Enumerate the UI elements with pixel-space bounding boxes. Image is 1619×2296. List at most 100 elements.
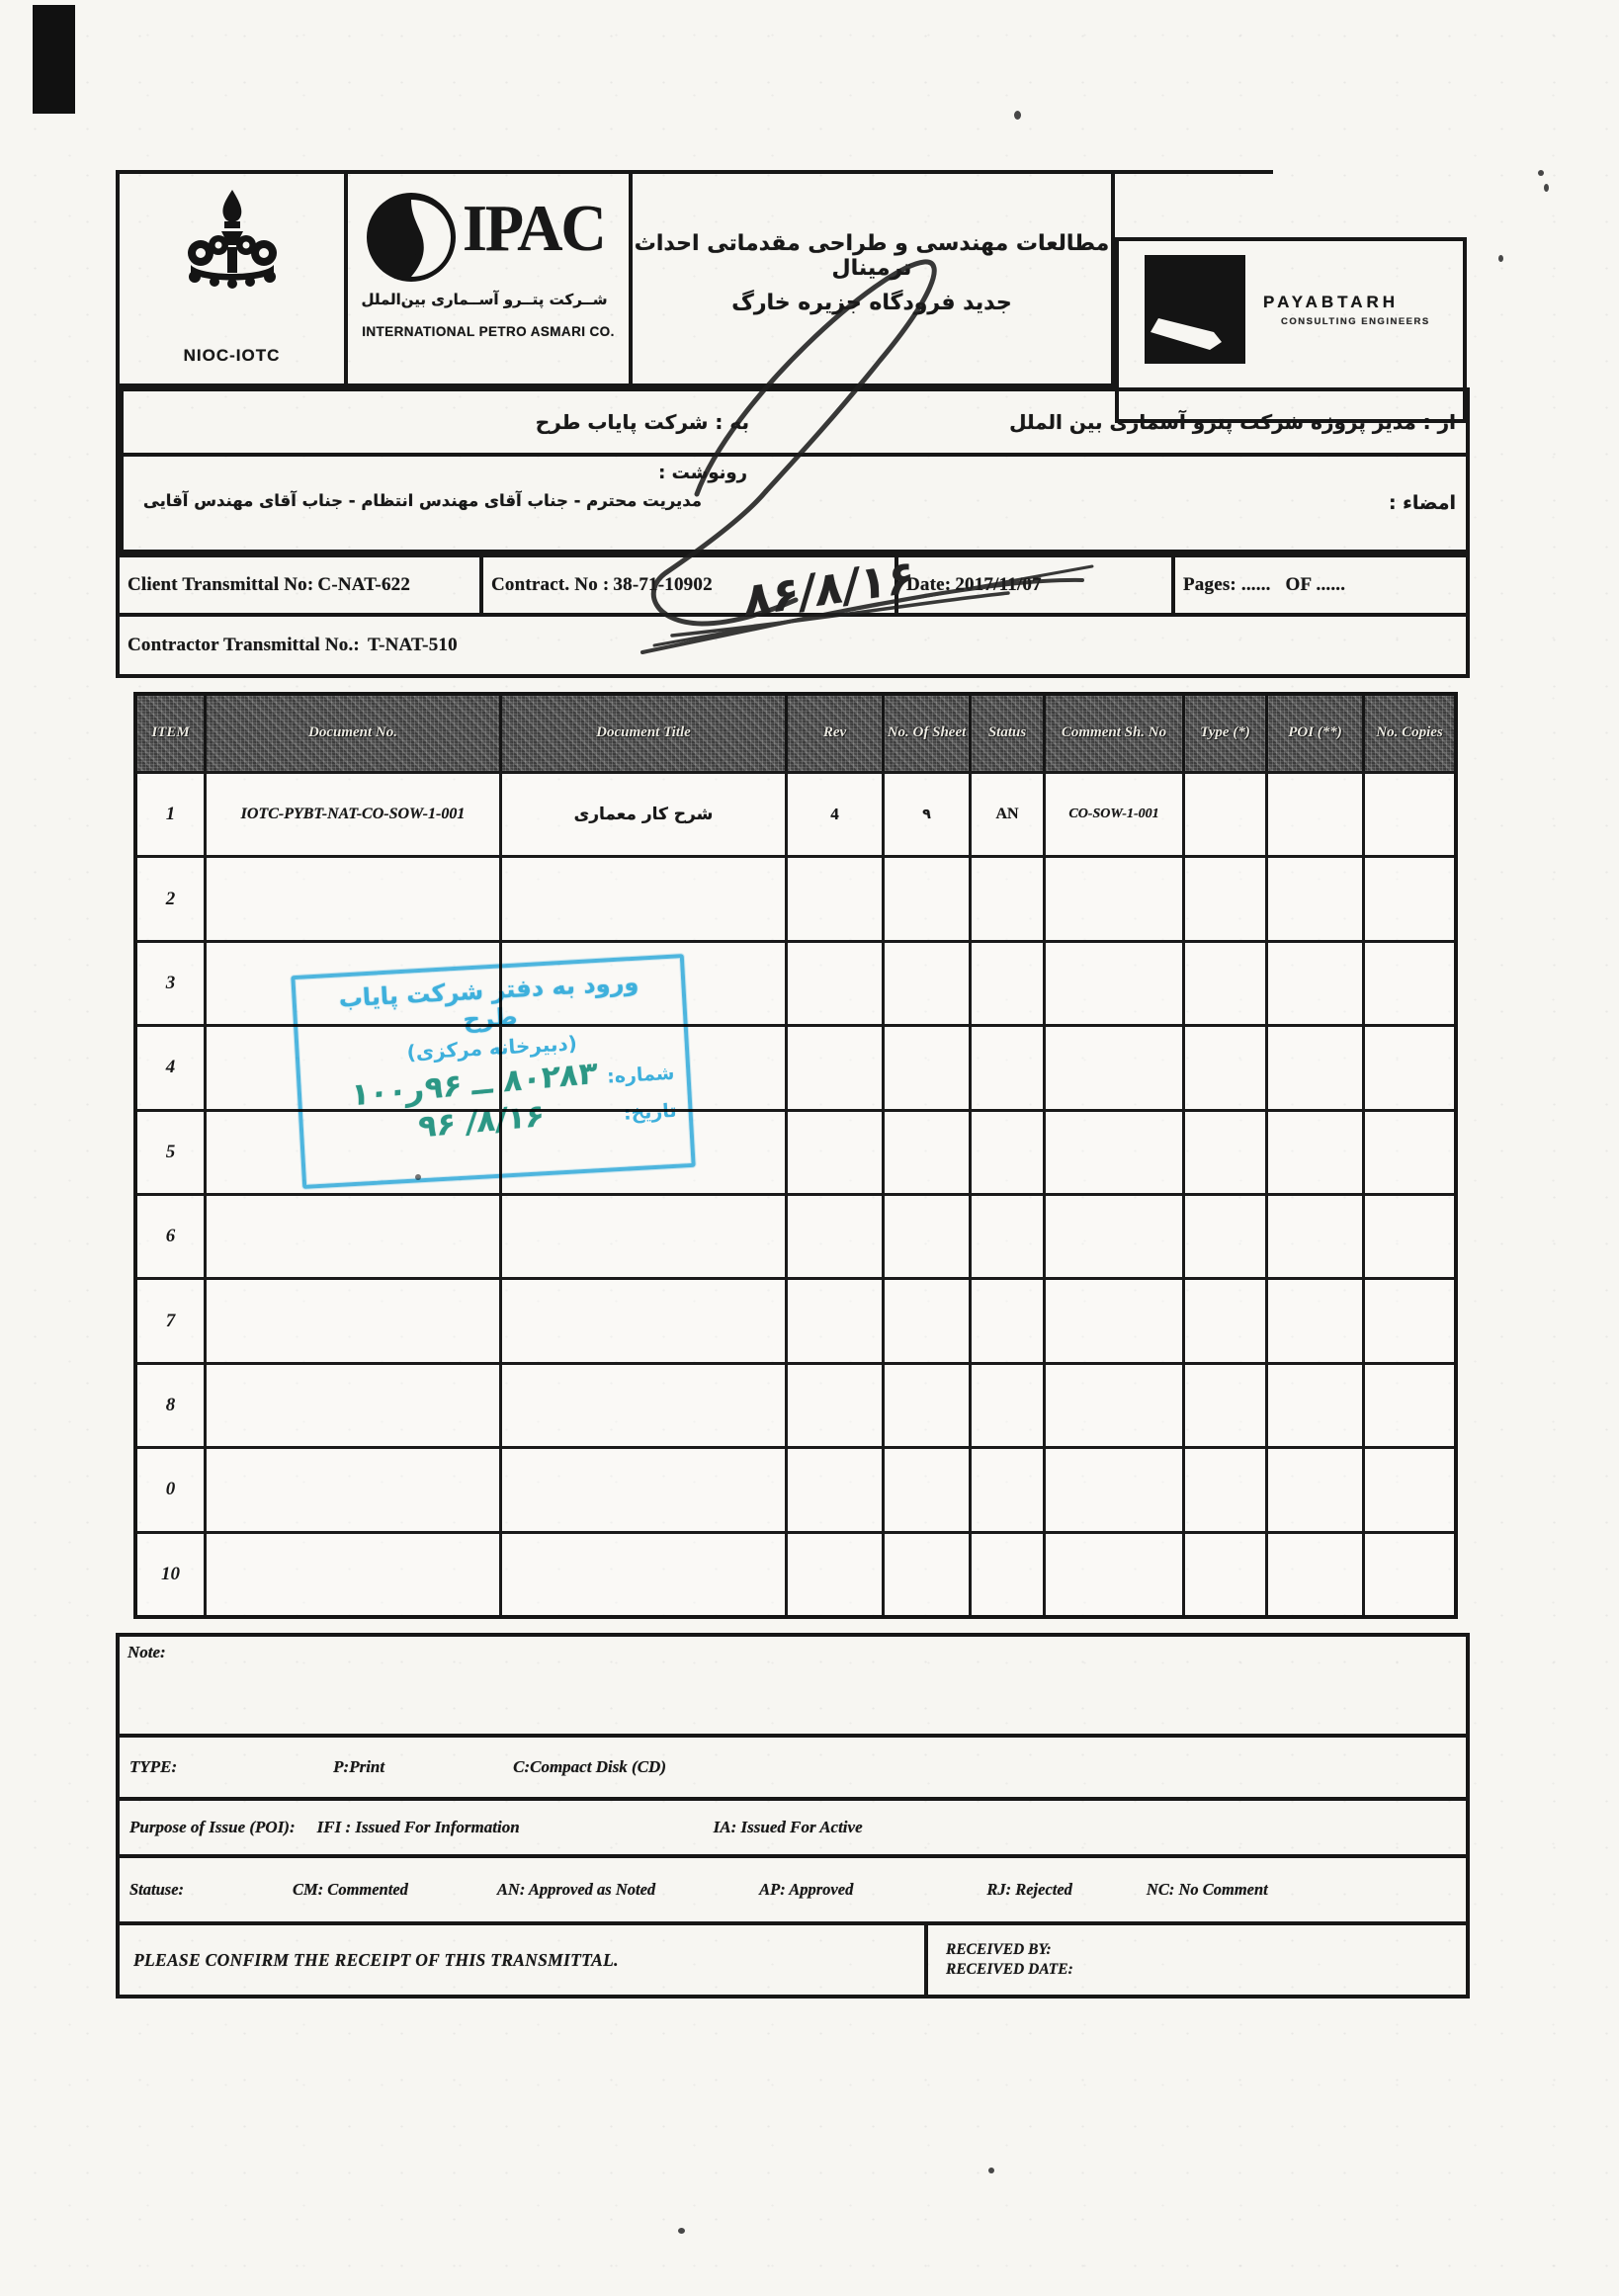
- table-row: 0: [137, 1446, 1454, 1531]
- note-label: Note:: [128, 1643, 166, 1661]
- scan-speck: [1014, 111, 1021, 120]
- poi-label: Purpose of Issue (POI):: [129, 1818, 296, 1836]
- scan-speck: [1538, 170, 1544, 176]
- row-doc-no: IOTC-PYBT-NAT-CO-SOW-1-001: [207, 774, 502, 856]
- row-type: [1185, 774, 1268, 856]
- row-comment-sh: [1046, 942, 1185, 1025]
- ipac-subtitle-en: INTERNATIONAL PETRO ASMARI CO.: [362, 324, 615, 339]
- nioc-label: NIOC-IOTC: [183, 346, 281, 365]
- row-sheets: [885, 1027, 972, 1109]
- row-poi: [1268, 774, 1365, 856]
- col-header-type: Type (*): [1185, 696, 1268, 771]
- row-poi: [1268, 1280, 1365, 1362]
- row-copies: [1365, 1534, 1454, 1615]
- row-status: [972, 1364, 1046, 1447]
- row-rev: [788, 1533, 885, 1616]
- row-item: 8: [137, 1364, 207, 1447]
- date-label: Date:: [906, 574, 952, 595]
- payabtarh-mark-icon: [1145, 255, 1245, 364]
- routing-signature-cell: امضاء :: [755, 457, 1466, 550]
- row-doc-title: [502, 1027, 788, 1109]
- cc-label: رونوشت :: [658, 463, 747, 483]
- scan-speck: [415, 1174, 421, 1180]
- row-poi: [1268, 1449, 1365, 1531]
- col-header-copies: No. Copies: [1376, 724, 1443, 741]
- entry-stamp: ورود به دفتر شرکت پایاب طرح (دبیرخانه مر…: [291, 954, 696, 1189]
- row-comment-sh: [1046, 1027, 1185, 1109]
- row-rev: [788, 942, 885, 1025]
- row-copies: [1365, 1449, 1454, 1530]
- type-print-option: P:Print: [333, 1757, 385, 1776]
- scan-artifact-topbar: [33, 5, 75, 114]
- row-item: 6: [137, 1196, 207, 1278]
- row-sheets: [885, 1196, 972, 1278]
- row-item: 1: [137, 774, 207, 856]
- row-sheets: [885, 1364, 972, 1447]
- client-transmittal-value: C-NAT-622: [317, 574, 411, 595]
- row-type: [1185, 1280, 1268, 1362]
- type-cd-option: C:Compact Disk (CD): [513, 1757, 666, 1776]
- row-doc-title: شرح کار معماری: [502, 774, 788, 856]
- cc-text: مدیریت محترم - جناب آقای مهندس انتظام - …: [142, 491, 702, 510]
- status-rj-option: RJ: Rejected: [986, 1880, 1072, 1899]
- poi-legend-row: Purpose of Issue (POI): IFI : Issued For…: [116, 1801, 1470, 1858]
- routing-row-cc-signature: رونوشت : مدیریت محترم - جناب آقای مهندس …: [116, 457, 1470, 553]
- nioc-logo-cell: NIOC-IOTC: [116, 170, 348, 387]
- table-row: 2: [137, 855, 1454, 940]
- row-status: [972, 858, 1046, 940]
- row-sheets: [885, 858, 972, 940]
- poi-ifi-option: IFI : Issued For Information: [316, 1818, 520, 1836]
- row-sheets: [885, 1449, 972, 1531]
- stamp-date-label: تاریخ:: [623, 1099, 678, 1125]
- routing-from-text: از : مدیر پروژه شرکت پترو آسماری بین الم…: [1009, 410, 1456, 434]
- row-comment-sh: [1046, 1533, 1185, 1616]
- row-poi: [1268, 858, 1365, 940]
- row-comment-sh: [1046, 1449, 1185, 1531]
- contract-no-value: 38-71-10902: [613, 574, 713, 595]
- row-comment-sh: CO-SOW-1-001: [1046, 774, 1185, 856]
- table-row: 4: [137, 1024, 1454, 1109]
- row-comment-sh: [1046, 1111, 1185, 1194]
- routing-from-cell: از : مدیر پروژه شرکت پترو آسماری بین الم…: [755, 391, 1466, 453]
- scan-speck: [988, 2168, 994, 2173]
- col-header-sheets: No. Of Sheet: [885, 696, 972, 771]
- row-sheets: [885, 1111, 972, 1194]
- client-transmittal-label: Client Transmittal No:: [128, 574, 314, 595]
- row-doc-no: [207, 1449, 502, 1531]
- row-status: [972, 1449, 1046, 1531]
- row-type: [1185, 1196, 1268, 1278]
- type-legend-row: TYPE: P:Print C:Compact Disk (CD): [116, 1738, 1470, 1801]
- pages-cell: Pages: ...... OF ......: [1175, 557, 1466, 613]
- col-header-rev: Rev: [788, 696, 885, 771]
- row-sheets: ۹: [885, 774, 972, 856]
- contractor-transmittal-row: Contractor Transmittal No.: T-NAT-510: [116, 617, 1470, 678]
- header-top-rule: [1115, 170, 1273, 174]
- row-doc-no: [207, 1280, 502, 1362]
- row-status: [972, 1196, 1046, 1278]
- project-title-line2: جدید فرودگاه جزیره خارگ: [731, 291, 1012, 315]
- table-row: 8: [137, 1361, 1454, 1447]
- row-copies: [1365, 1365, 1454, 1446]
- row-copies: [1365, 943, 1454, 1024]
- row-doc-no: [207, 942, 502, 1025]
- row-item: 4: [137, 1027, 207, 1109]
- row-sheets: [885, 942, 972, 1025]
- row-type: [1185, 1533, 1268, 1616]
- project-title-cell: مطالعات مهندسی و طراحی مقدماتی احداث ترم…: [633, 170, 1115, 387]
- contract-no-cell: Contract. No : 38-71-10902: [483, 557, 898, 613]
- routing-to-text: به : شرکت پایاب طرح: [535, 410, 749, 434]
- row-rev: [788, 858, 885, 940]
- row-copies: [1365, 774, 1454, 855]
- row-comment-sh: [1046, 1280, 1185, 1362]
- row-doc-title: [502, 1111, 788, 1194]
- row-comment-sh: [1046, 858, 1185, 940]
- row-doc-title: [502, 1196, 788, 1278]
- row-type: [1185, 858, 1268, 940]
- payabtarh-sub: CONSULTING ENGINEERS: [1281, 316, 1430, 327]
- routing-cc-cell: رونوشت : مدیریت محترم - جناب آقای مهندس …: [120, 457, 755, 550]
- row-item: 5: [137, 1111, 207, 1194]
- pages-text: Pages: ...... OF ......: [1183, 574, 1346, 595]
- note-row: Note:: [116, 1633, 1470, 1738]
- row-type: [1185, 1111, 1268, 1194]
